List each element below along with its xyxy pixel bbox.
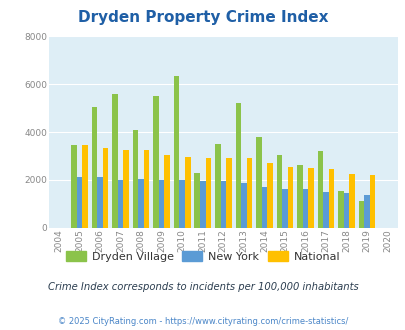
Bar	[307, 168, 313, 228]
Bar	[132, 130, 138, 228]
Bar	[117, 180, 123, 228]
Bar	[200, 181, 205, 228]
Bar	[153, 96, 158, 228]
Legend: Dryden Village, New York, National: Dryden Village, New York, National	[62, 247, 343, 266]
Bar	[281, 189, 287, 228]
Bar	[317, 151, 322, 228]
Bar	[158, 180, 164, 228]
Bar	[343, 193, 348, 228]
Bar	[337, 191, 343, 228]
Bar	[261, 187, 266, 228]
Bar	[194, 173, 200, 228]
Bar	[287, 167, 292, 228]
Bar	[71, 145, 77, 228]
Bar	[241, 183, 246, 228]
Bar	[369, 175, 375, 228]
Bar	[173, 76, 179, 228]
Bar	[92, 107, 97, 228]
Bar	[363, 195, 369, 228]
Bar	[82, 145, 87, 228]
Bar	[358, 201, 363, 228]
Bar	[220, 181, 226, 228]
Bar	[164, 155, 170, 228]
Bar	[205, 158, 211, 228]
Bar	[226, 158, 231, 228]
Bar	[328, 169, 333, 228]
Bar	[256, 137, 261, 228]
Bar	[266, 163, 272, 228]
Bar	[296, 166, 302, 228]
Bar	[97, 178, 102, 228]
Bar	[123, 150, 129, 228]
Bar	[235, 103, 241, 228]
Bar	[246, 158, 252, 228]
Bar	[179, 180, 185, 228]
Bar	[185, 157, 190, 228]
Text: Dryden Property Crime Index: Dryden Property Crime Index	[78, 10, 327, 25]
Bar	[276, 155, 281, 228]
Bar	[138, 179, 143, 228]
Bar	[77, 178, 82, 228]
Bar	[322, 192, 328, 228]
Bar	[112, 94, 117, 228]
Bar	[302, 189, 307, 228]
Bar	[143, 150, 149, 228]
Bar	[102, 148, 108, 228]
Bar	[215, 144, 220, 228]
Text: Crime Index corresponds to incidents per 100,000 inhabitants: Crime Index corresponds to incidents per…	[47, 282, 358, 292]
Text: © 2025 CityRating.com - https://www.cityrating.com/crime-statistics/: © 2025 CityRating.com - https://www.city…	[58, 317, 347, 326]
Bar	[348, 174, 354, 228]
